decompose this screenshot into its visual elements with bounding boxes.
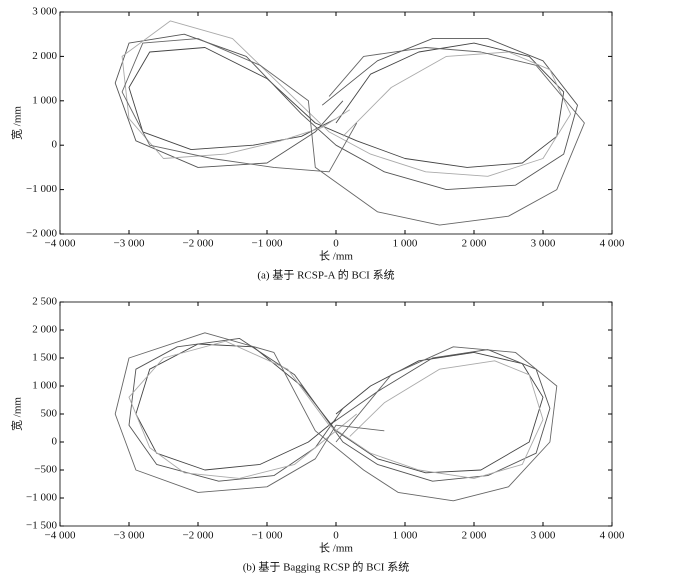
y-tick-label: 2 500: [32, 296, 57, 308]
x-tick-label: 4 000: [600, 238, 625, 250]
x-tick-label: −4 000: [45, 530, 76, 542]
y-tick-label: −1 000: [26, 183, 57, 195]
y-tick-label: 3 000: [32, 6, 57, 18]
trajectory: [128, 42, 565, 168]
x-tick-label: 3 000: [531, 238, 556, 250]
y-tick-label: 0: [52, 139, 58, 151]
y-tick-label: −1 500: [26, 520, 57, 532]
x-tick-label: −1 000: [252, 238, 283, 250]
x-tick-label: 1 000: [393, 530, 418, 542]
trajectory: [128, 337, 551, 482]
trajectory: [114, 33, 578, 191]
y-axis-label: 宽 /mm: [10, 397, 24, 431]
x-tick-label: −2 000: [183, 530, 214, 542]
x-tick-label: 4 000: [600, 530, 625, 542]
y-tick-label: 500: [41, 408, 58, 420]
y-tick-label: −1 000: [26, 492, 57, 504]
x-tick-label: 1 000: [393, 238, 418, 250]
y-tick-label: 1 000: [32, 380, 57, 392]
trajectory: [135, 343, 544, 474]
y-tick-label: 1 000: [32, 94, 57, 106]
y-tick-label: 1 500: [32, 352, 57, 364]
caption: (a) 基于 RCSP-A 的 BCI 系统: [257, 268, 394, 282]
x-axis-label: 长 /mm: [319, 250, 353, 263]
x-tick-label: 3 000: [531, 530, 556, 542]
trajectory: [121, 20, 572, 177]
x-tick-label: 0: [333, 530, 339, 542]
y-tick-label: −2 000: [26, 228, 57, 240]
x-tick-label: −2 000: [183, 238, 214, 250]
x-tick-label: 0: [333, 238, 339, 250]
y-tick-label: 2 000: [32, 50, 57, 62]
y-tick-label: 2 000: [32, 324, 57, 336]
y-axis-label: 宽 /mm: [10, 106, 24, 140]
trajectory: [128, 340, 544, 479]
x-tick-label: 2 000: [462, 530, 487, 542]
x-tick-label: 2 000: [462, 238, 487, 250]
trajectory: [114, 332, 558, 502]
y-tick-label: 0: [52, 436, 58, 448]
y-tick-label: −500: [34, 464, 57, 476]
caption: (b) 基于 Bagging RCSP 的 BCI 系统: [243, 560, 409, 574]
x-tick-label: −4 000: [45, 238, 76, 250]
x-tick-label: −3 000: [114, 530, 145, 542]
trajectory: [121, 38, 585, 226]
x-axis-label: 长 /mm: [319, 542, 353, 555]
x-tick-label: −1 000: [252, 530, 283, 542]
x-tick-label: −3 000: [114, 238, 145, 250]
